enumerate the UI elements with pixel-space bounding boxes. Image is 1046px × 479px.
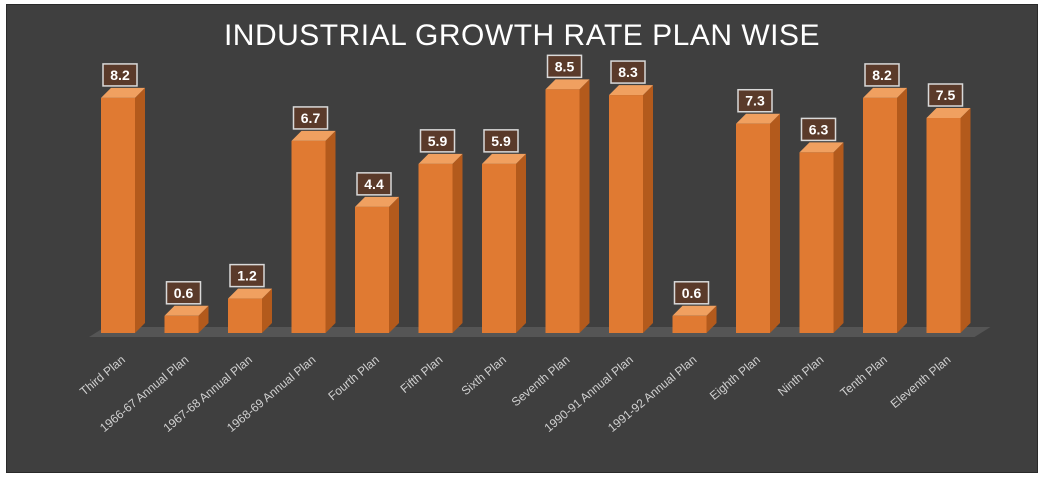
bar-top — [863, 87, 907, 98]
bar-side — [452, 153, 463, 333]
bar-group — [799, 142, 844, 333]
bar — [609, 95, 643, 333]
data-label-box — [419, 129, 456, 153]
bar — [672, 315, 707, 333]
bar — [545, 89, 580, 333]
bar — [228, 298, 262, 333]
data-label: 7.5 — [936, 87, 956, 103]
chart-frame: INDUSTRIAL GROWTH RATE PLAN WISE 8.2 Thir… — [6, 4, 1038, 473]
data-label-box — [610, 60, 646, 84]
data-label: 6.3 — [809, 121, 829, 137]
data-label: 0.6 — [174, 285, 194, 301]
bar-side — [706, 305, 717, 333]
bar — [736, 123, 770, 333]
chart-floor — [89, 327, 991, 337]
bar-top — [926, 108, 971, 118]
data-label: 1.2 — [237, 268, 257, 284]
bar — [418, 163, 453, 333]
category-label: Fifth Plan — [398, 353, 446, 396]
bar-group — [164, 305, 209, 333]
category-label: Tenth Plan — [837, 353, 889, 400]
data-label: 5.9 — [491, 133, 511, 149]
data-label-box — [864, 63, 900, 87]
bar-top — [164, 305, 209, 316]
data-label-box — [927, 83, 964, 107]
bar-side — [770, 113, 780, 333]
bar-group — [355, 196, 399, 333]
bar — [482, 163, 516, 333]
category-label: Sixth Plan — [459, 353, 509, 398]
data-label: 6.7 — [301, 110, 321, 126]
data-label-box — [673, 281, 710, 305]
bar — [863, 97, 897, 333]
data-label-box — [229, 263, 265, 288]
bar-side — [516, 153, 526, 333]
data-label: 4.4 — [364, 176, 384, 192]
data-label-box — [102, 63, 138, 87]
bar-side — [135, 87, 145, 333]
bar — [926, 118, 961, 333]
bar-side — [262, 288, 272, 333]
data-label: 8.2 — [110, 67, 130, 83]
bar-top — [545, 79, 590, 90]
bar-group — [609, 85, 653, 333]
bar-group — [482, 153, 526, 333]
category-label: Seventh Plan — [509, 353, 573, 410]
bar-top — [355, 196, 399, 207]
chart-title: INDUSTRIAL GROWTH RATE PLAN WISE — [223, 19, 821, 52]
bar-group — [228, 288, 272, 333]
bar-group — [736, 113, 780, 333]
bar-top — [291, 130, 336, 141]
data-label-box — [737, 88, 773, 113]
data-label: 8.5 — [555, 58, 575, 74]
bar-group — [672, 305, 717, 333]
category-label: Eighth Plan — [707, 353, 763, 403]
category-label: Eleventh Plan — [888, 353, 954, 411]
bar-side — [960, 108, 971, 333]
bar-side — [389, 196, 399, 333]
data-label-box — [800, 117, 837, 142]
bar-top — [101, 87, 145, 98]
category-label: Ninth Plan — [775, 353, 826, 399]
bar-top — [228, 288, 272, 299]
category-label: Fourth Plan — [325, 353, 382, 404]
bar — [164, 315, 199, 333]
bar-group — [545, 79, 590, 333]
data-label: 0.6 — [682, 285, 702, 301]
bar-top — [482, 153, 526, 164]
data-label: 5.9 — [428, 133, 448, 149]
category-label: Third Plan — [77, 353, 128, 399]
bar-top — [799, 142, 844, 153]
bar — [291, 140, 326, 333]
data-label-box — [165, 281, 202, 305]
bar-group — [926, 108, 971, 333]
bar-group — [291, 130, 336, 333]
bar — [799, 152, 834, 333]
bar-group — [418, 153, 463, 333]
bar-group — [101, 87, 145, 333]
data-label: 7.3 — [745, 93, 765, 109]
bar-group — [863, 87, 907, 333]
bar-side — [579, 79, 590, 333]
bar-side — [643, 85, 653, 333]
bar-top — [609, 85, 653, 96]
bar-top — [672, 305, 717, 316]
data-label-box — [483, 129, 519, 153]
bar-top — [418, 153, 463, 164]
bar — [355, 206, 389, 333]
bar-top — [736, 113, 780, 124]
data-label-box — [356, 172, 392, 196]
bar-side — [897, 87, 907, 333]
data-label: 8.2 — [872, 67, 892, 83]
bar-side — [325, 130, 336, 333]
data-label-box — [546, 54, 583, 79]
data-label-box — [292, 106, 329, 130]
bar-side — [198, 305, 209, 333]
data-label: 8.3 — [618, 64, 638, 80]
bar — [101, 97, 135, 333]
bar-side — [833, 142, 844, 333]
